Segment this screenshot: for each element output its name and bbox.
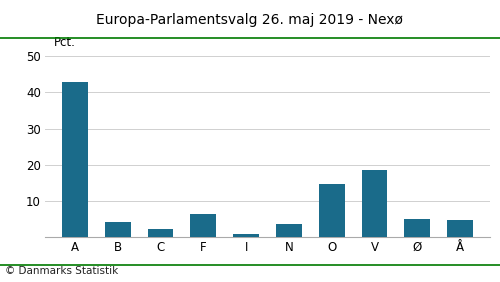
- Bar: [319, 184, 344, 237]
- Text: © Danmarks Statistik: © Danmarks Statistik: [5, 266, 118, 276]
- Bar: [105, 222, 130, 237]
- Bar: [234, 233, 259, 237]
- Text: Europa-Parlamentsvalg 26. maj 2019 - Nexø: Europa-Parlamentsvalg 26. maj 2019 - Nex…: [96, 13, 404, 27]
- Bar: [62, 82, 88, 237]
- Bar: [190, 214, 216, 237]
- Bar: [148, 229, 174, 237]
- Bar: [447, 220, 473, 237]
- Bar: [404, 219, 430, 237]
- Bar: [276, 224, 301, 237]
- Bar: [362, 170, 388, 237]
- Text: Pct.: Pct.: [54, 36, 76, 49]
